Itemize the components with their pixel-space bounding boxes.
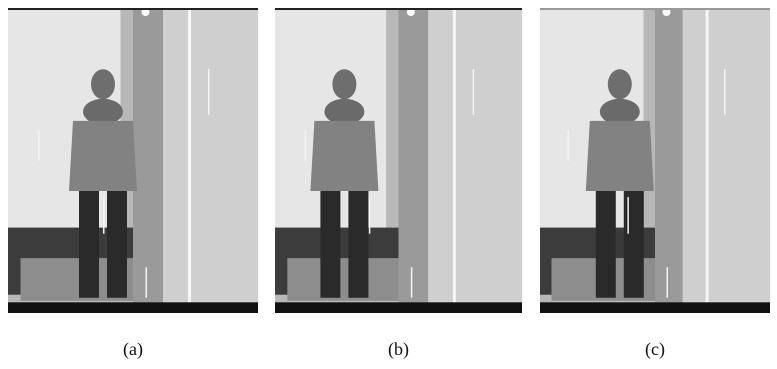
sweater — [69, 121, 137, 191]
sweater — [310, 121, 378, 191]
left-leg — [320, 191, 340, 298]
right-leg — [624, 191, 644, 298]
photo — [540, 8, 770, 313]
noise-streak — [103, 197, 105, 234]
bottom-bar — [275, 302, 522, 313]
door-frame — [133, 8, 168, 313]
door-edge — [188, 8, 191, 313]
noise-streak — [146, 267, 148, 298]
noise-streak — [208, 69, 210, 115]
top-bar — [8, 8, 258, 10]
figure: (a) (b) (c) — [0, 0, 777, 369]
caption: (b) — [388, 339, 409, 360]
caption: (a) — [123, 339, 143, 360]
photo — [275, 8, 522, 313]
noise-streak — [411, 267, 413, 298]
top-bar — [540, 8, 770, 10]
scarf — [324, 99, 364, 125]
door — [163, 8, 258, 313]
noise-streak — [38, 130, 40, 161]
head — [608, 69, 632, 99]
sweater — [586, 121, 654, 191]
door-edge — [453, 8, 456, 313]
head — [332, 69, 356, 99]
door-frame — [655, 8, 687, 313]
noise-streak — [473, 69, 475, 115]
noise-streak — [627, 197, 629, 234]
scarf — [600, 99, 640, 125]
right-leg — [107, 191, 127, 298]
noise-streak — [305, 130, 307, 161]
door — [428, 8, 522, 313]
door-edge — [706, 8, 709, 313]
left-leg — [79, 191, 99, 298]
photo — [8, 8, 258, 313]
bottom-bar — [8, 302, 258, 313]
head — [91, 69, 115, 99]
door — [683, 8, 770, 313]
left-leg — [596, 191, 616, 298]
noise-streak — [568, 130, 570, 161]
door-frame — [399, 8, 434, 313]
floor — [287, 258, 398, 301]
noise-streak — [369, 197, 371, 234]
caption: (c) — [645, 339, 665, 360]
scarf — [83, 99, 123, 125]
top-bar — [275, 8, 522, 10]
right-leg — [348, 191, 368, 298]
noise-streak — [667, 267, 669, 298]
noise-streak — [724, 69, 726, 115]
bottom-bar — [540, 302, 770, 313]
